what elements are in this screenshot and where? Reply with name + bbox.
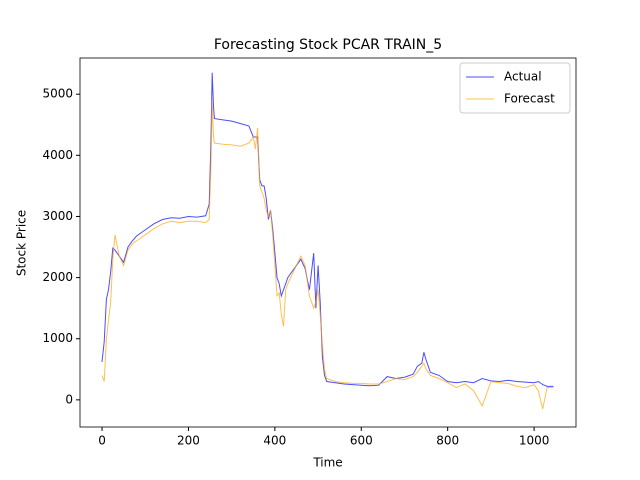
- legend-label: Forecast: [504, 92, 555, 106]
- x-tick-label: 800: [436, 434, 459, 448]
- x-axis-label: Time: [312, 456, 342, 470]
- y-tick-label: 4000: [42, 148, 73, 162]
- x-tick-label: 400: [263, 434, 286, 448]
- y-axis-label: Stock Price: [15, 210, 29, 276]
- y-tick-label: 2000: [42, 270, 73, 284]
- plot-frame: [79, 57, 577, 428]
- y-tick-label: 1000: [42, 331, 73, 345]
- x-tick-label: 1000: [519, 434, 550, 448]
- y-tick-label: 0: [65, 392, 73, 406]
- x-tick-label: 0: [98, 434, 106, 448]
- legend-box: [459, 62, 571, 114]
- series-line: [101, 100, 554, 410]
- chart-title: Forecasting Stock PCAR TRAIN_5: [214, 37, 442, 53]
- x-tick-label: 600: [350, 434, 373, 448]
- series-line: [101, 72, 554, 387]
- y-tick-label: 5000: [42, 87, 73, 101]
- x-tick-label: 200: [177, 434, 200, 448]
- y-tick-label: 3000: [42, 209, 73, 223]
- legend-label: Actual: [504, 70, 542, 84]
